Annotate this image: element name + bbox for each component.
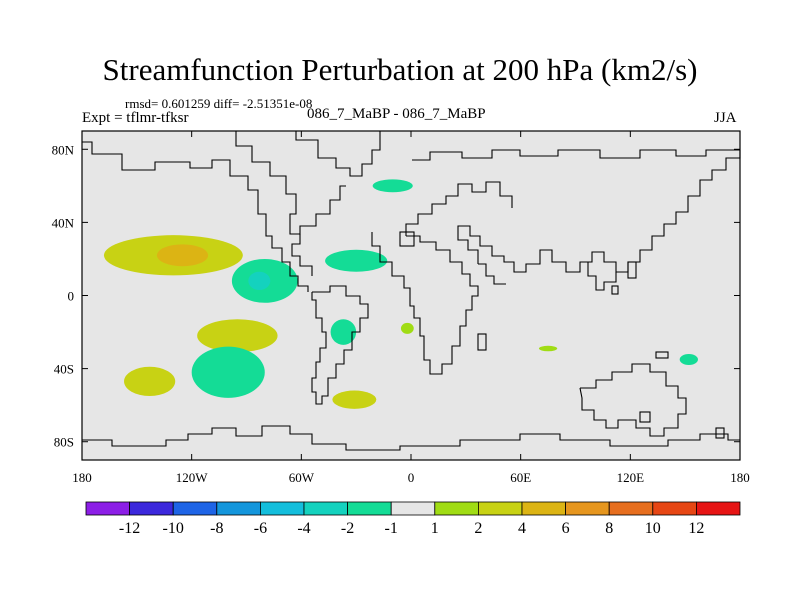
coastline-north-america <box>82 141 309 292</box>
colorbar-swatch <box>303 501 348 516</box>
colorbar-label: 12 <box>688 520 704 537</box>
colorbar-label: -12 <box>119 520 140 537</box>
colorbar-swatch <box>521 501 566 516</box>
coastline-madagascar <box>477 333 487 351</box>
colorbar-swatch <box>652 501 697 516</box>
y-axis: 80N 40N 0 40S 80S <box>52 142 740 450</box>
coastline-north-america-arctic <box>235 131 346 235</box>
x-tick-label: 60E <box>510 470 531 485</box>
x-tick-label: 180 <box>730 470 750 485</box>
coastline-philippines <box>611 285 619 295</box>
coastline-greenland <box>295 131 381 177</box>
y-tick-label: 80N <box>52 142 75 157</box>
coastline-uk <box>399 231 415 247</box>
x-tick-label: 60W <box>289 470 315 485</box>
colorbar-label: -6 <box>254 520 267 537</box>
y-tick-label: 40S <box>54 362 74 377</box>
x-tick-label: 180 <box>72 470 92 485</box>
colorbar-swatch <box>434 501 479 516</box>
contour-africa-small-high <box>400 322 414 334</box>
colorbar-swatch <box>390 501 436 516</box>
contour-australia-east-low <box>679 353 698 365</box>
coastline-asia-east <box>457 150 741 273</box>
coastline-arabia <box>478 263 506 285</box>
contour-southwest-pacific-high <box>124 366 176 397</box>
y-tick-label: 40N <box>52 215 75 230</box>
colorbar: -12 -10 -8 -6 -4 -2 -1 1 2 4 6 8 10 12 <box>85 501 741 537</box>
plot-area: 180 120W 60W 0 60E 120E 180 80N 40N 0 40S 80S <box>52 130 750 485</box>
contour-indian-ocean-high <box>538 345 558 352</box>
contour-south-pacific-high <box>197 319 278 353</box>
contour-south-atlantic-high <box>332 390 377 409</box>
x-tick-label: 0 <box>408 470 415 485</box>
coastline-asia-north <box>412 149 740 161</box>
coastline-japan <box>627 261 637 279</box>
y-tick-label: 80S <box>54 435 74 450</box>
colorbar-swatch <box>129 501 174 516</box>
coastline-africa <box>371 232 479 375</box>
statistics-label: rmsd= 0.601259 diff= -2.51351e-08 <box>125 96 313 111</box>
colorbar-label: 6 <box>562 520 570 537</box>
colorbar-label: -2 <box>341 520 354 537</box>
season-label: JJA <box>714 110 737 126</box>
contour-southeast-pacific-low <box>191 346 265 398</box>
contour-north-atlantic-low <box>325 249 388 272</box>
contour-fill-layer <box>103 179 698 409</box>
colorbar-label: 8 <box>605 520 613 537</box>
coastline-antarctica <box>82 425 740 451</box>
coastline-tasmania <box>639 411 651 423</box>
coastline-central-america <box>291 234 313 276</box>
x-axis: 180 120W 60W 0 60E 120E 180 <box>72 131 750 485</box>
x-tick-label: 120W <box>176 470 209 485</box>
colorbar-label: 2 <box>474 520 482 537</box>
coastline-new-guinea <box>655 351 669 359</box>
coastline-europe <box>405 181 513 236</box>
coastline-australia <box>579 363 687 437</box>
map-title: Streamfunction Perturbation at 200 hPa (… <box>102 52 698 87</box>
colorbar-swatch <box>347 501 392 516</box>
colorbar-swatch <box>477 501 523 516</box>
colorbar-label: -1 <box>385 520 398 537</box>
colorbar-label: -8 <box>210 520 223 537</box>
contour-south-atlantic-low <box>330 319 357 345</box>
colorbar-label: 4 <box>518 520 526 537</box>
colorbar-swatch <box>85 501 130 516</box>
colorbar-label: -4 <box>297 520 310 537</box>
x-tick-label: 120E <box>617 470 645 485</box>
contour-eastern-pacific-low-core <box>248 271 271 291</box>
coastline-southeast-asia <box>587 262 617 291</box>
contour-subtropical-north-pacific-core <box>156 244 209 267</box>
y-tick-label: 0 <box>68 289 75 304</box>
experiment-label: Expt = tflmr-tfksr <box>82 110 189 126</box>
colorbar-swatch <box>565 501 610 516</box>
colorbar-swatch <box>696 501 741 516</box>
case-label: 086_7_MaBP - 086_7_MaBP <box>307 106 486 122</box>
coastlines <box>82 131 741 451</box>
colorbar-swatch <box>216 501 261 516</box>
colorbar-label: 10 <box>645 520 661 537</box>
contour-arctic-low <box>372 179 413 193</box>
coastline-new-zealand <box>715 427 725 439</box>
map-background <box>82 131 740 460</box>
coastline-south-america <box>311 285 369 405</box>
colorbar-label: -10 <box>163 520 184 537</box>
colorbar-label: 1 <box>431 520 439 537</box>
colorbar-swatch <box>608 501 654 516</box>
colorbar-swatch <box>259 501 305 516</box>
colorbar-swatch <box>172 501 218 516</box>
